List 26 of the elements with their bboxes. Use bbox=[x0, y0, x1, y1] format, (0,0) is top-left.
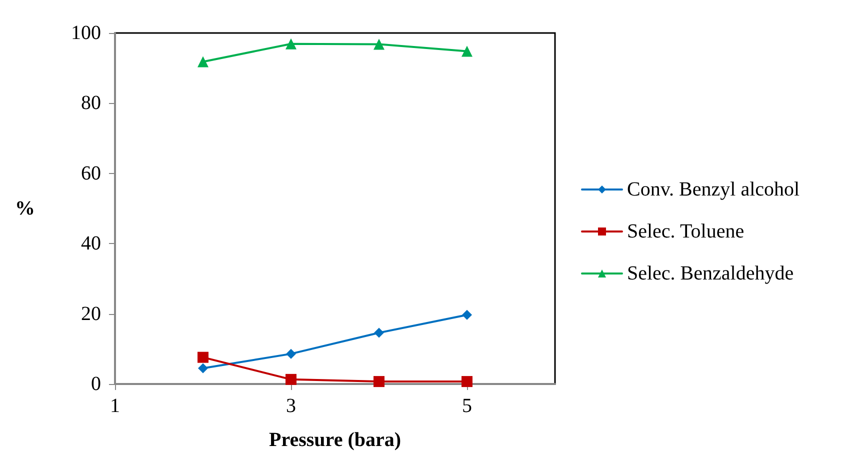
point bbox=[286, 348, 296, 359]
legend-label: Conv. Benzyl alcohol bbox=[627, 178, 800, 200]
y-tick-label: 60 bbox=[81, 162, 101, 184]
point bbox=[374, 328, 384, 338]
point bbox=[286, 374, 296, 385]
x-tick-label: 1 bbox=[110, 395, 120, 417]
point bbox=[374, 376, 384, 388]
legend-label: Selec. Toluene bbox=[627, 220, 744, 242]
y-tick-label: 20 bbox=[81, 302, 101, 325]
x-axis-title: Pressure (bara) bbox=[268, 429, 402, 451]
point bbox=[462, 310, 472, 320]
y-tick-label: 40 bbox=[81, 232, 101, 255]
point bbox=[198, 352, 208, 363]
point bbox=[374, 38, 384, 50]
y-tick-label: 0 bbox=[91, 373, 101, 395]
point bbox=[198, 363, 208, 374]
x-tick-label: 3 bbox=[286, 395, 296, 417]
point bbox=[198, 56, 208, 68]
y-tick-label: 80 bbox=[81, 92, 101, 114]
point bbox=[286, 38, 296, 50]
point bbox=[462, 376, 472, 388]
legend-label: Selec. Benzaldehyde bbox=[627, 262, 794, 284]
y-axis-title: % bbox=[15, 198, 35, 220]
point bbox=[462, 46, 472, 57]
y-tick-label: 100 bbox=[71, 22, 101, 44]
x-tick-label: 5 bbox=[462, 395, 472, 417]
